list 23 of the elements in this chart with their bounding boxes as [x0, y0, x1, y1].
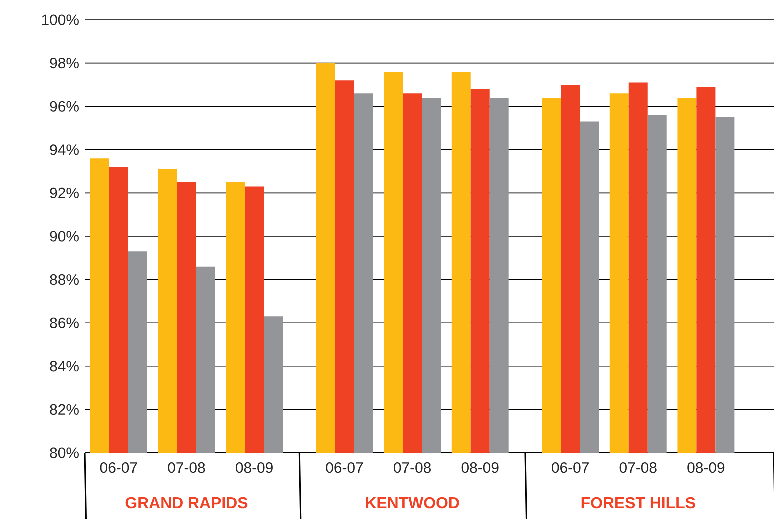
- y-tick-label: 84%: [50, 361, 79, 372]
- x-tick-label: 06-07: [100, 462, 138, 474]
- text: GRAND RAPIDS: [126, 497, 248, 509]
- y-tick-label: 88%: [50, 274, 79, 286]
- y-tick-label: 80%: [50, 448, 79, 458]
- y-tick-label: 98%: [50, 58, 79, 69]
- y-tick-label: 100%: [42, 14, 79, 26]
- y-tick-label: 92%: [50, 188, 79, 198]
- y-tick-label: 94%: [50, 144, 79, 156]
- x-tick-label: 08-09: [236, 462, 273, 474]
- y-tick-label: 96%: [50, 101, 79, 112]
- x-tick-label: 08-09: [688, 462, 725, 474]
- x-tick-label: 06-07: [552, 462, 589, 474]
- x-tick-label: 07-08: [168, 462, 206, 474]
- text: KENTWOOD: [366, 497, 460, 509]
- x-tick-label: 08-09: [462, 462, 499, 474]
- y-tick-label: 82%: [50, 404, 79, 415]
- x-tick-label: 07-08: [620, 462, 657, 474]
- text: FOREST HILLS: [582, 497, 696, 509]
- y-tick-label: 86%: [50, 318, 79, 328]
- x-tick-label: 07-08: [394, 462, 432, 474]
- x-tick-label: 06-07: [326, 462, 364, 474]
- y-tick-label: 90%: [50, 231, 79, 242]
